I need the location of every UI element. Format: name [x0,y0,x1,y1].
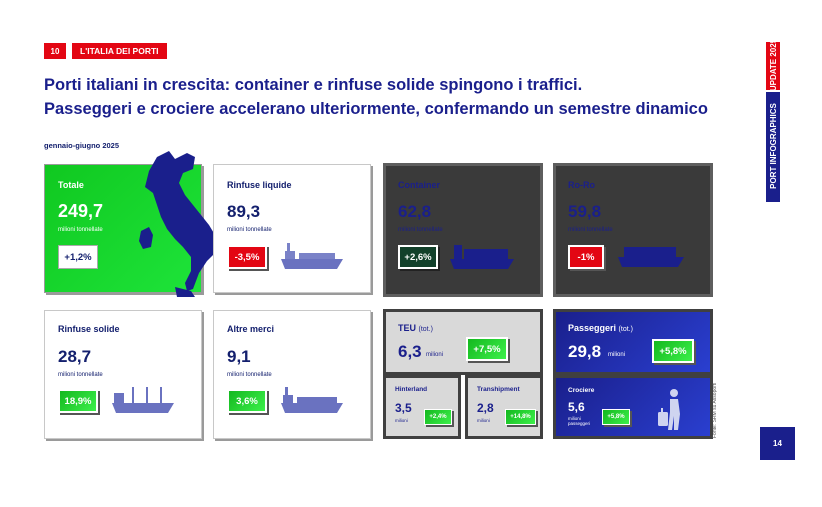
change-badge: -3,5% [227,245,267,269]
period-label: gennaio-giugno 2025 [44,141,120,150]
card-altre-merci: Altre merci 9,1 milioni tonnellate 3,6% [213,310,371,439]
bulk-carrier-icon [112,387,174,413]
change-badge: +1,2% [58,245,98,269]
card-rinfuse-liquide: Rinfuse liquide 89,3 milioni tonnellate … [213,164,371,293]
card-unit: milioni tonnellate [227,227,272,233]
card-label: Rinfuse liquide [227,180,292,190]
card-unit: milioni [608,352,626,358]
card-value: 249,7 [58,201,104,221]
sidebar-update-text: UPDATE 2025 [768,38,778,92]
card-crociere: Crociere 5,6 milioni passeggeri +5,8% [553,375,713,439]
card-value: 6,3 [398,342,422,361]
sidebar-series-text: PORT INFOGRAPHICS [768,103,778,189]
cargo-ship-icon [281,387,343,413]
change-badge: +5,8% [602,409,630,425]
card-label: Hinterland [395,386,428,393]
card-label: TEU (tot.) [398,323,433,333]
card-value: 3,5 [395,401,412,415]
card-label: Transhipment [477,386,520,393]
source-note: Fonte: SRM su Assoporti [712,382,718,438]
change-badge: +2,4% [424,409,452,425]
card-value: 59,8 [568,202,602,221]
section-label: L'ITALIA DEI PORTI [72,43,167,59]
card-unit: milioni tonnellate [58,227,103,233]
card-label: Ro-Ro [568,180,595,190]
change-badge: +2,6% [398,245,438,269]
change-badge: +7,5% [466,337,508,361]
page-badge: 10 [44,43,66,59]
change-badge: -1% [568,245,604,269]
card-roro: Ro-Ro 59,8 milioni tonnellate -1% [553,163,713,297]
container-ship-icon [450,245,514,269]
change-badge: 3,6% [227,389,267,413]
card-transhipment: Transhipment 2,8 milioni +14,8% [465,375,543,439]
card-value: 2,8 [477,401,494,415]
card-value: 89,3 [227,202,261,221]
card-label: Altre merci [227,324,275,334]
card-unit: milioni tonnellate [58,372,103,378]
sidebar-update-tag: UPDATE 2025 [766,38,780,92]
sidebar-series-tag: PORT INFOGRAPHICS [766,92,780,202]
card-unit: milioni tonnellate [568,227,613,233]
page-title: Porti italiani in crescita: container e … [44,76,583,94]
card-value: 28,7 [58,347,92,366]
card-unit: milioni passeggeri [568,416,591,426]
card-passeggeri: Passeggeri (tot.) 29,8 milioni +5,8% [553,309,713,375]
change-badge: 18,9% [58,389,98,413]
card-rinfuse-solide: Rinfuse solide 28,7 milioni tonnellate 1… [44,310,202,439]
card-teu: TEU (tot.) 6,3 milioni +7,5% [383,309,543,375]
page-subtitle: Passeggeri e crociere accelerano ulterio… [44,100,708,118]
card-label: Totale [58,180,84,190]
card-unit: milioni [426,352,444,358]
card-unit: milioni tonnellate [398,227,443,233]
traveler-luggage-icon [658,389,680,430]
card-label: Container [398,180,441,190]
card-hinterland: Hinterland 3,5 milioni +2,4% [383,375,461,439]
card-label: Crociere [568,387,595,394]
card-unit: milioni [477,418,490,423]
roro-ship-icon [618,247,684,267]
italy-map-icon [139,151,225,297]
card-label: Rinfuse solide [58,324,120,334]
card-container: Container 62,8 milioni tonnellate +2,6% [383,163,543,297]
tanker-ship-icon [281,243,343,269]
card-value: 62,8 [398,202,432,221]
change-badge: +5,8% [652,339,694,363]
card-unit: milioni [395,418,408,423]
card-unit: milioni tonnellate [227,372,272,378]
card-value: 9,1 [227,347,251,366]
card-label: Passeggeri (tot.) [568,323,633,333]
card-value: 5,6 [568,400,585,414]
change-badge: +14,8% [505,409,536,425]
page-number: 14 [760,427,795,460]
card-value: 29,8 [568,342,602,361]
